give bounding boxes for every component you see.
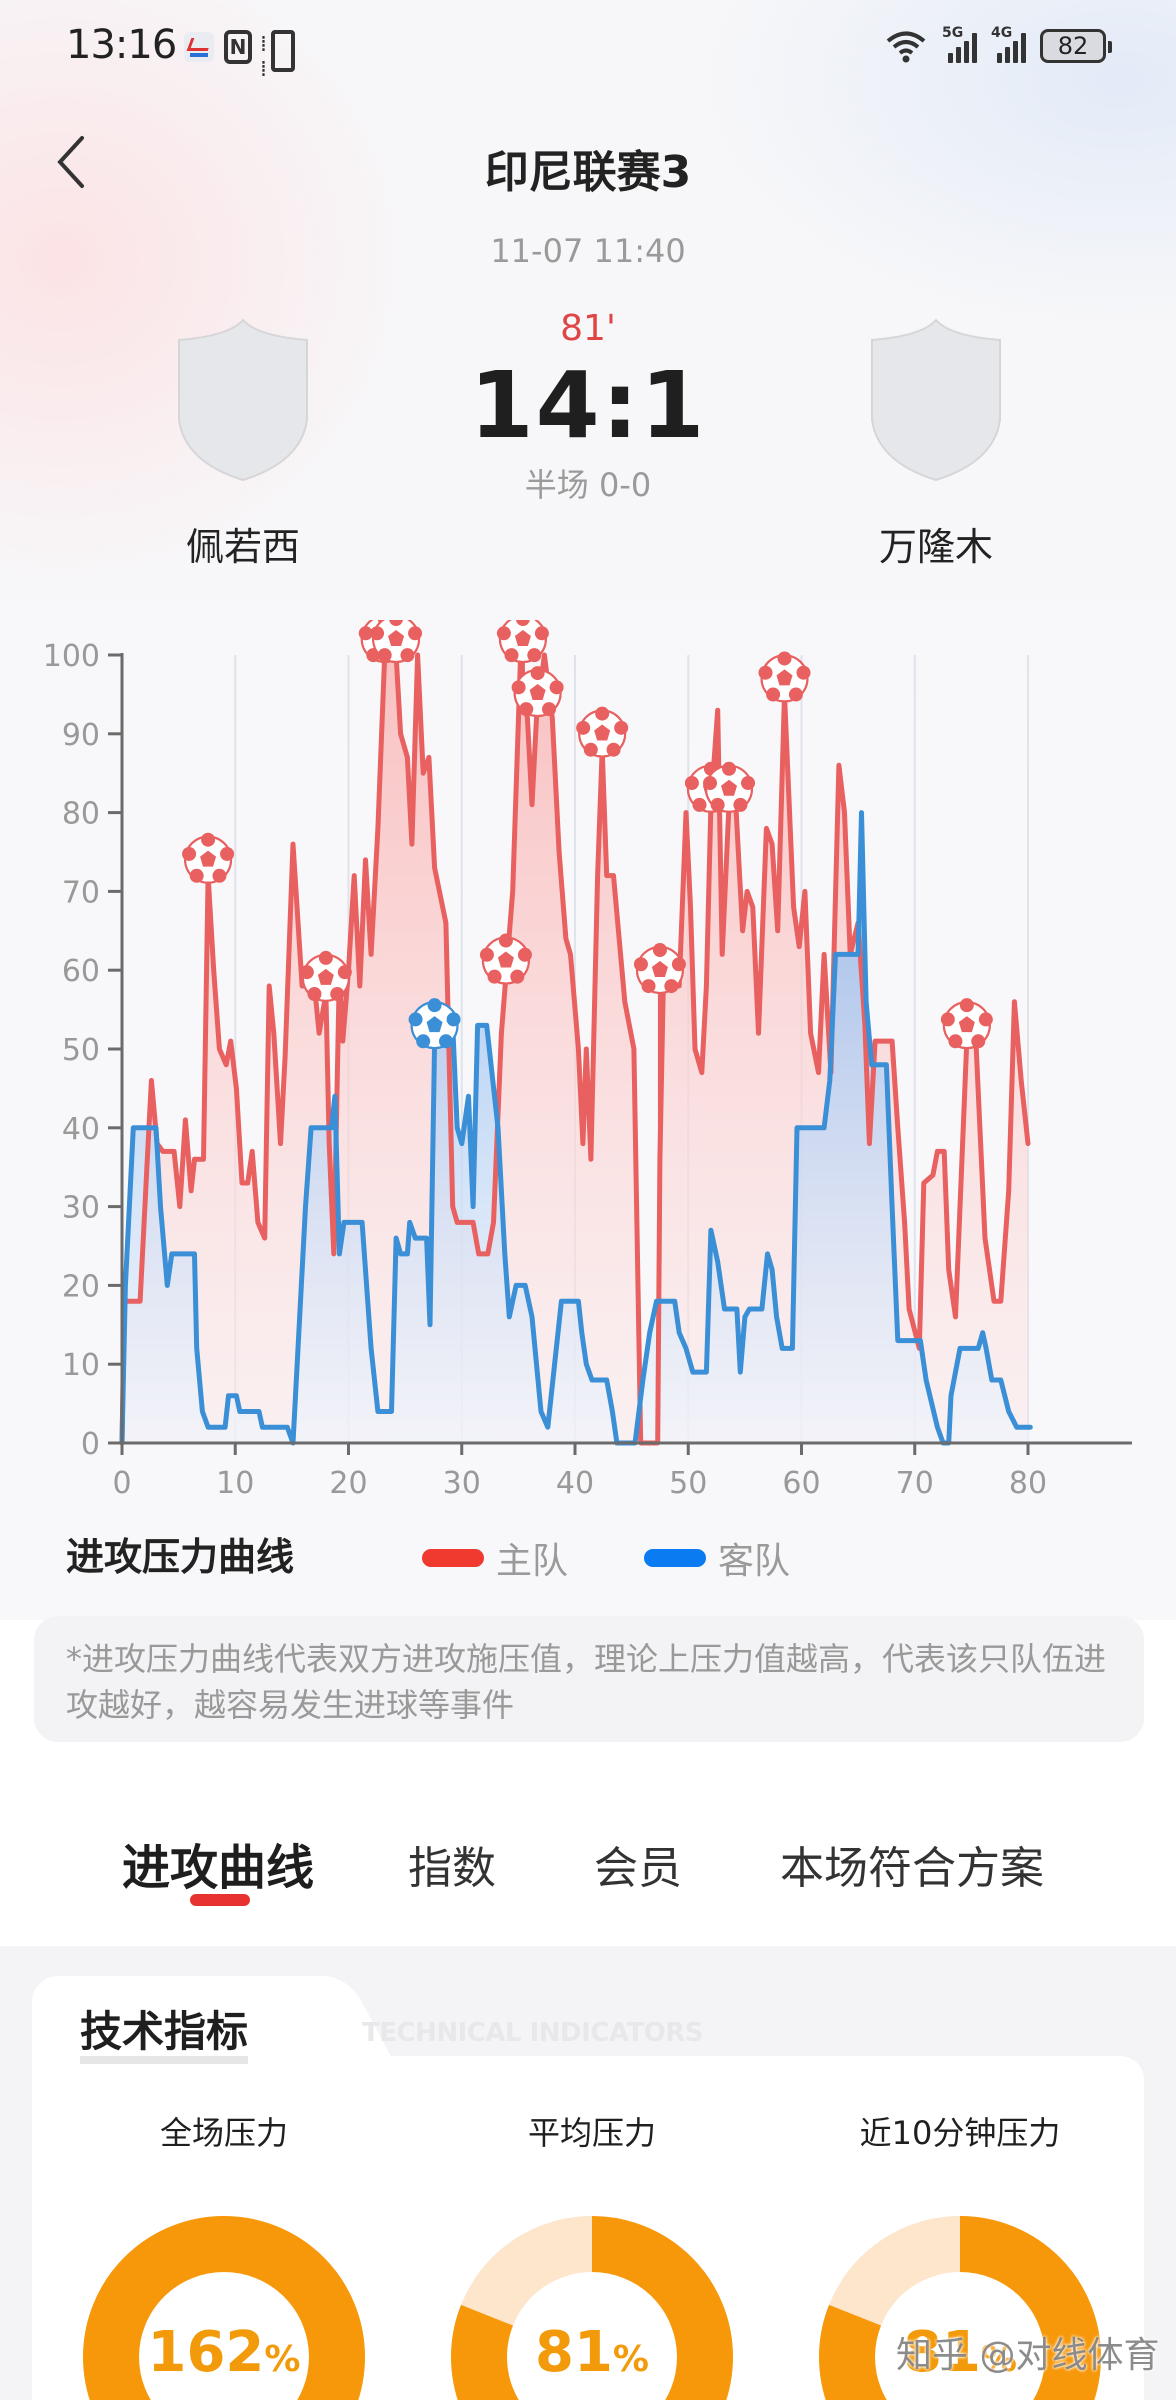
svg-text:60: 60 <box>62 954 100 989</box>
goal-ball-icon <box>703 761 756 813</box>
legend-away: 客队 <box>644 1532 790 1584</box>
svg-text:50: 50 <box>62 1033 100 1068</box>
svg-text:50: 50 <box>669 1466 707 1500</box>
chart-note: *进攻压力曲线代表双方进攻施压值，理论上压力值越高，代表该只队伍进攻越好，越容易… <box>34 1616 1144 1742</box>
app-notification-icon <box>184 32 214 62</box>
gauge-average-pressure: 平均压力 81% <box>442 2108 742 2400</box>
gauge-full-match-pressure: 全场压力 162% <box>74 2108 374 2400</box>
svg-text:10: 10 <box>216 1466 254 1500</box>
svg-text:20: 20 <box>329 1466 367 1500</box>
chart-legend: 进攻压力曲线 主队 客队 <box>0 1526 1176 1586</box>
svg-text:40: 40 <box>556 1466 594 1500</box>
svg-text:70: 70 <box>62 875 100 910</box>
donut-chart: 81% <box>451 2216 733 2400</box>
goal-ball-icon <box>633 943 686 994</box>
match-datetime: 11-07 11:40 <box>490 232 686 270</box>
donut-chart: 81% <box>819 2216 1101 2400</box>
goal-ball-icon <box>479 933 532 985</box>
svg-text:0: 0 <box>81 1427 100 1462</box>
chart-title: 进攻压力曲线 <box>66 1535 295 1579</box>
svg-text:40: 40 <box>62 1112 100 1147</box>
svg-text:30: 30 <box>443 1466 481 1500</box>
goal-ball-icon <box>370 612 423 663</box>
legend-home: 主队 <box>422 1532 568 1584</box>
svg-text:10: 10 <box>62 1348 100 1383</box>
indicators-subtitle: TECHNICAL INDICATORS <box>362 2018 704 2048</box>
home-team-name: 佩若西 <box>185 525 300 569</box>
goal-ball-icon <box>408 998 461 1050</box>
goal-ball-icon <box>299 950 352 1002</box>
status-time: 13:16 <box>66 22 177 68</box>
svg-text:70: 70 <box>896 1466 934 1500</box>
status-bar: 13:16 N 5G 4G 82 <box>0 0 1176 100</box>
halftime-score: 半场 0-0 <box>524 466 652 504</box>
match-score: 14:1 <box>469 352 707 459</box>
svg-text:60: 60 <box>782 1466 820 1500</box>
tab-bar: 进攻曲线 指数 会员 本场符合方案 <box>0 1800 1176 1940</box>
technical-indicators-card: 技术指标 TECHNICAL INDICATORS 全场压力 162% 平均压力… <box>32 1976 1144 2400</box>
goal-ball-icon <box>496 612 549 663</box>
match-minute: 81' <box>560 308 616 349</box>
watermark: 知乎 @对线体育 <box>896 2335 1160 2376</box>
goal-ball-icon <box>940 998 993 1050</box>
chevron-left-icon <box>57 136 84 188</box>
legend-home-swatch <box>422 1549 484 1567</box>
tab-attack-curve[interactable]: 进攻曲线 <box>122 1840 315 1896</box>
page-title: 印尼联赛3 <box>484 147 692 198</box>
goal-ball-icon <box>758 651 811 703</box>
goal-ball-icon <box>576 706 629 758</box>
indicators-title: 技术指标 <box>80 2008 249 2064</box>
svg-text:20: 20 <box>62 1269 100 1304</box>
svg-text:80: 80 <box>1009 1466 1047 1500</box>
signal-5g-icon: 5G <box>942 25 977 63</box>
attack-pressure-chart-plot: 0 10 20 30 40 50 60 70 80 90 100 0 10 20 30 40 50 60 70 80 <box>43 612 1132 1501</box>
wifi-icon <box>884 28 928 64</box>
signal-4g-icon: 4G <box>991 25 1026 63</box>
legend-away-swatch <box>644 1549 706 1567</box>
attack-pressure-chart: 0 10 20 30 40 50 60 70 80 90 100 0 10 20 30 40 50 60 70 80 <box>0 612 1176 1501</box>
tab-odds[interactable]: 指数 <box>408 1843 496 1894</box>
away-team[interactable]: 万隆木 <box>806 316 1066 571</box>
away-team-name: 万隆木 <box>878 525 993 569</box>
goal-ball-icon <box>182 832 235 884</box>
svg-text:80: 80 <box>62 797 100 832</box>
nfc-icon: N <box>224 30 252 64</box>
gauge-last-10-min-pressure: 近10分钟压力 81% <box>810 2108 1110 2400</box>
home-team[interactable]: 佩若西 <box>113 316 373 571</box>
svg-text:0: 0 <box>112 1466 131 1500</box>
tab-member[interactable]: 会员 <box>594 1843 682 1894</box>
donut-chart: 162% <box>83 2216 365 2400</box>
svg-text:100: 100 <box>43 639 100 674</box>
active-tab-indicator <box>190 1894 250 1906</box>
away-team-shield-icon <box>868 316 1004 484</box>
battery-icon: 82 <box>1040 29 1112 63</box>
home-team-shield-icon <box>175 316 311 484</box>
goal-ball-icon <box>511 666 564 718</box>
vibrate-icon <box>260 30 296 82</box>
svg-text:30: 30 <box>62 1191 100 1226</box>
back-button[interactable] <box>48 132 96 192</box>
tab-matching-plans[interactable]: 本场符合方案 <box>780 1843 1044 1894</box>
svg-text:90: 90 <box>62 718 100 753</box>
